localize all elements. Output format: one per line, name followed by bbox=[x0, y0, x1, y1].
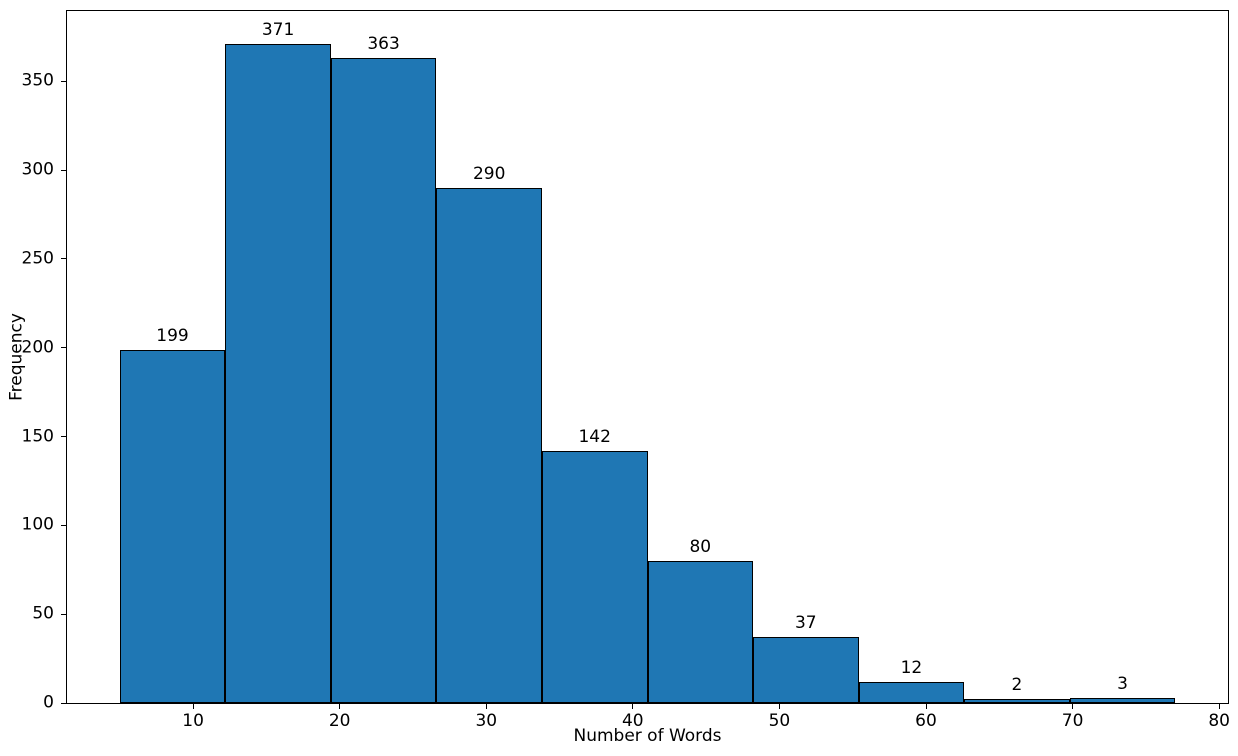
bar-value-label: 37 bbox=[794, 613, 817, 634]
x-tick-label: 80 bbox=[1208, 711, 1231, 731]
bar-value-label: 371 bbox=[261, 20, 295, 40]
x-tick-label: 10 bbox=[182, 711, 204, 731]
histogram-bar bbox=[964, 699, 1070, 703]
y-tick-mark bbox=[61, 258, 66, 260]
y-tick-label: 150 bbox=[21, 426, 54, 446]
histogram-bar bbox=[1069, 697, 1176, 703]
bar-value-label: 3 bbox=[1117, 673, 1128, 694]
x-tick-label: 70 bbox=[1061, 711, 1084, 731]
y-tick-mark bbox=[61, 613, 66, 615]
y-tick-label: 200 bbox=[21, 337, 54, 358]
x-tick-mark bbox=[485, 704, 487, 709]
x-tick-label: 40 bbox=[621, 711, 644, 731]
x-tick-label: 20 bbox=[328, 711, 351, 731]
histogram-bar bbox=[119, 349, 226, 703]
x-tick-mark bbox=[925, 704, 927, 709]
x-tick-label: 50 bbox=[768, 711, 791, 731]
y-tick-mark bbox=[61, 80, 66, 82]
histogram-bar bbox=[542, 450, 648, 703]
histogram-bar bbox=[436, 187, 542, 703]
x-tick-mark bbox=[778, 704, 780, 709]
bar-value-label: 12 bbox=[900, 657, 923, 678]
y-tick-label: 100 bbox=[21, 514, 54, 535]
histogram-bar bbox=[858, 681, 965, 703]
y-tick-label: 0 bbox=[43, 692, 54, 713]
y-tick-mark bbox=[61, 436, 66, 437]
y-tick-mark bbox=[61, 702, 66, 704]
bar-value-label: 142 bbox=[578, 426, 611, 447]
x-tick-label: 60 bbox=[915, 711, 937, 731]
histogram-bar bbox=[330, 58, 437, 703]
x-tick-mark bbox=[339, 704, 341, 709]
y-tick-mark bbox=[61, 169, 66, 171]
y-tick-mark bbox=[61, 524, 66, 526]
x-axis-label: Number of Words bbox=[573, 726, 722, 746]
y-tick-label: 250 bbox=[21, 248, 54, 269]
histogram-bar bbox=[647, 560, 753, 703]
y-tick-label: 300 bbox=[21, 159, 54, 180]
x-tick-label: 30 bbox=[475, 711, 498, 731]
bar-value-label: 363 bbox=[367, 34, 400, 55]
x-tick-mark bbox=[1218, 704, 1220, 709]
x-tick-mark bbox=[1072, 704, 1074, 709]
histogram-bar bbox=[225, 44, 331, 703]
bar-value-label: 80 bbox=[689, 536, 712, 557]
histogram-bar bbox=[753, 637, 859, 703]
bar-value-label: 199 bbox=[156, 325, 189, 346]
y-tick-mark bbox=[61, 347, 66, 349]
y-tick-label: 350 bbox=[21, 70, 54, 91]
plot-area: 199 371 363 290 142 80 37 12 2 3 bbox=[66, 10, 1229, 704]
x-tick-mark bbox=[192, 704, 194, 709]
y-tick-label: 50 bbox=[32, 603, 54, 624]
bar-value-label: 2 bbox=[1011, 675, 1023, 696]
x-tick-mark bbox=[632, 704, 634, 709]
bar-value-label: 290 bbox=[472, 163, 506, 184]
